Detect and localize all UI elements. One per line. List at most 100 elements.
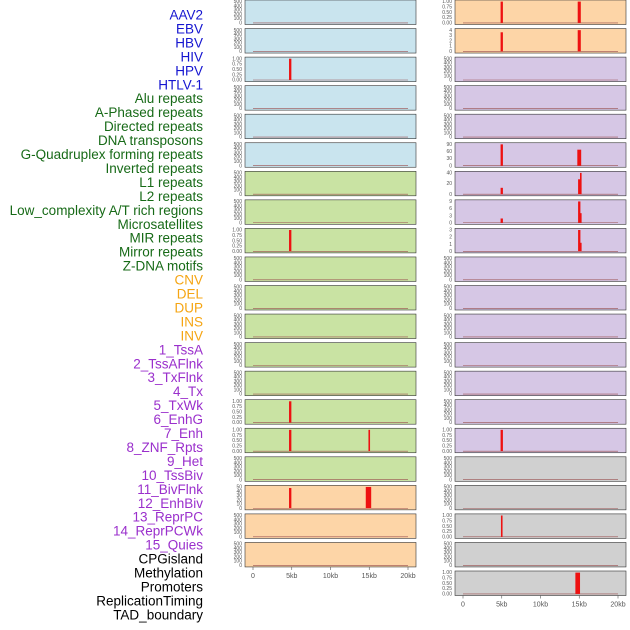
track-panel-bg [454, 0, 627, 25]
x-tick-label: 0 [251, 573, 255, 580]
y-tick-label: 400 [234, 89, 243, 95]
y-tick-label: 300 [234, 150, 243, 156]
y-tick-label: 40 [236, 489, 242, 495]
y-tick-label: 100 [234, 216, 243, 222]
y-tick-label: 500 [234, 513, 243, 519]
y-tick-label: 0 [449, 335, 452, 341]
category-label: DUP [174, 300, 203, 315]
category-label: Alu repeats [135, 91, 204, 106]
y-tick-label: 300 [234, 522, 243, 528]
y-tick-label: 0.50 [442, 581, 452, 587]
y-tick-label: 500 [234, 370, 243, 376]
y-tick-label: 100 [234, 130, 243, 136]
y-tick-label: 400 [444, 61, 453, 67]
y-tick-label: 0.75 [442, 5, 452, 11]
y-tick-label: 1 [449, 44, 452, 50]
y-tick-label: 300 [234, 379, 243, 385]
track-panel-bg [454, 570, 627, 596]
data-bar [577, 149, 582, 166]
category-label: CNV [174, 273, 203, 288]
data-bar [289, 230, 292, 252]
y-tick-label: 500 [444, 542, 453, 548]
x-tick-label: 5kb [496, 602, 507, 609]
y-tick-label: 0.75 [232, 233, 242, 239]
data-bar [578, 230, 581, 252]
y-tick-label: 400 [234, 346, 243, 352]
y-tick-label: 500 [444, 56, 453, 62]
y-tick-label: 300 [444, 407, 453, 413]
y-tick-label: 100 [234, 273, 243, 279]
y-tick-label: 400 [234, 175, 243, 181]
y-tick-label: 1.00 [442, 427, 452, 433]
x-tick-label: 10kb [323, 573, 338, 580]
y-tick-label: 500 [444, 85, 453, 91]
track-panel-bg [454, 56, 627, 82]
y-tick-label: 0 [239, 563, 242, 569]
y-tick-label: 0 [239, 135, 242, 141]
y-tick-label: 60 [446, 149, 452, 155]
category-label: CPGisland [138, 552, 203, 567]
data-bar [578, 179, 581, 195]
y-tick-label: 500 [444, 485, 453, 491]
y-tick-label: 0.75 [232, 433, 242, 439]
data-bar [580, 213, 582, 223]
data-bar [578, 201, 581, 223]
y-tick-label: 400 [234, 203, 243, 209]
y-tick-label: 0 [449, 477, 452, 483]
category-label: Mirror repeats [119, 245, 203, 260]
x-tick-label: 5kb [286, 573, 297, 580]
y-tick-label: 400 [234, 118, 243, 124]
y-tick-label: 0.50 [442, 438, 452, 444]
y-tick-label: 0.75 [232, 404, 242, 410]
y-tick-label: 0 [449, 420, 452, 426]
y-tick-label: 400 [444, 318, 453, 324]
y-tick-label: 200 [444, 297, 453, 303]
y-tick-label: 10 [236, 502, 242, 508]
y-tick-label: 500 [444, 456, 453, 462]
category-label: A-Phased repeats [95, 105, 203, 120]
data-bar [368, 429, 371, 452]
y-tick-label: 300 [444, 65, 453, 71]
y-tick-label: 1.00 [232, 56, 242, 62]
y-tick-label: 0.00 [442, 449, 452, 455]
left-track-panel: 500400300200100050040030020010001.000.75… [232, 0, 417, 569]
track-panel-bg [454, 513, 627, 539]
category-label: 4_Tx [173, 384, 203, 399]
y-tick-label: 300 [444, 465, 453, 471]
y-tick-label: 400 [444, 346, 453, 352]
y-tick-label: 100 [444, 416, 453, 422]
y-tick-label: 20 [446, 181, 452, 187]
y-tick-label: 400 [444, 403, 453, 409]
y-tick-label: 500 [444, 342, 453, 348]
y-tick-label: 0 [239, 192, 242, 198]
y-tick-label: 400 [234, 260, 243, 266]
y-tick-label: 300 [234, 8, 243, 14]
y-tick-label: 0.00 [232, 78, 242, 84]
y-tick-label: 0.25 [442, 529, 452, 535]
y-tick-label: 500 [234, 113, 243, 119]
y-tick-label: 500 [444, 313, 453, 319]
y-tick-label: 0 [239, 106, 242, 112]
track-panel-bg [244, 28, 417, 54]
x-tick-label: 0 [461, 602, 465, 609]
y-tick-label: 400 [444, 546, 453, 552]
track-panel-bg [244, 56, 417, 82]
category-label: 6_EnhG [153, 412, 203, 427]
y-tick-label: 1.00 [442, 513, 452, 519]
y-tick-label: 400 [444, 118, 453, 124]
y-tick-label: 500 [234, 542, 243, 548]
track-panel-bg [244, 427, 417, 454]
y-tick-label: 0.75 [442, 576, 452, 582]
y-tick-label: 300 [444, 550, 453, 556]
y-tick-label: 500 [444, 113, 453, 119]
y-tick-label: 200 [444, 412, 453, 418]
y-tick-label: 0.25 [232, 72, 242, 78]
category-label: HBV [175, 35, 203, 50]
y-tick-label: 0.50 [232, 438, 242, 444]
track-panel-bg [454, 113, 627, 139]
track-panel-bg [454, 28, 627, 54]
y-tick-label: 300 [444, 265, 453, 271]
x-tick-label: 15kb [362, 573, 377, 580]
track-panel-bg [454, 370, 627, 396]
y-tick-label: 400 [234, 460, 243, 466]
